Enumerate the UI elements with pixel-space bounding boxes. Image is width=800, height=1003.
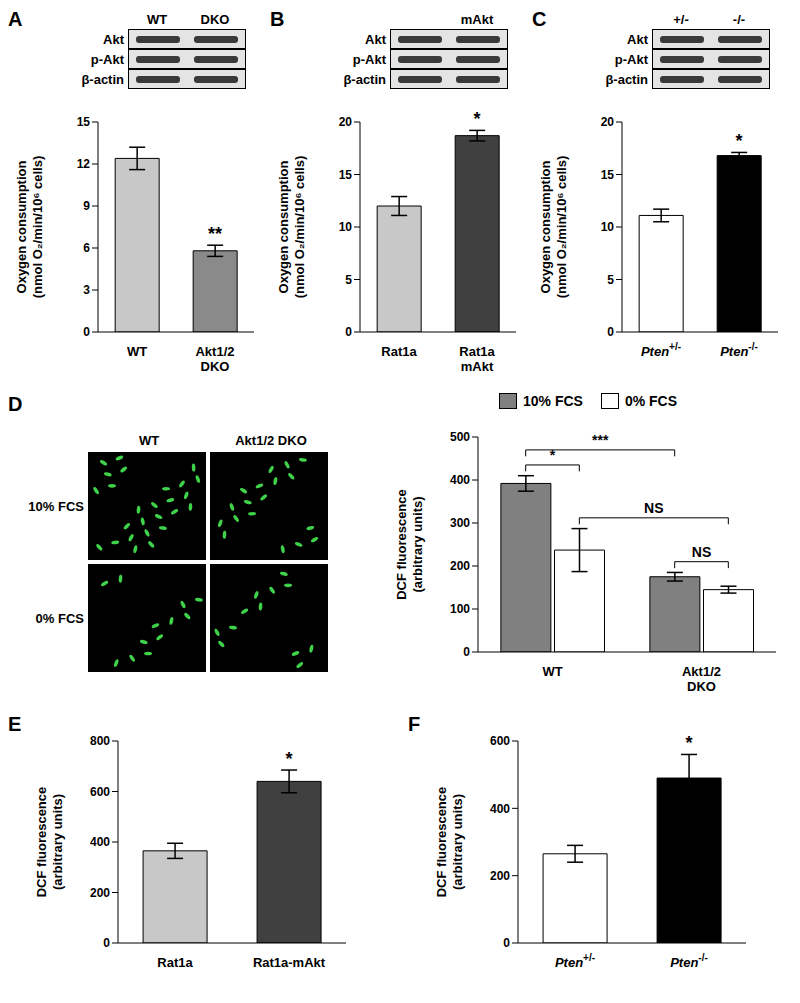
svg-text:DKO: DKO <box>687 679 716 694</box>
svg-text:600: 600 <box>490 734 510 748</box>
html-text:WT: WT <box>138 433 160 448</box>
svg-text:100: 100 <box>450 602 470 616</box>
html-text:DKO: DKO <box>200 12 230 27</box>
svg-text:*: * <box>685 733 692 753</box>
svg-text:12: 12 <box>77 157 91 171</box>
html-text:Akt: Akt <box>103 31 124 47</box>
svg-text:Rat1a: Rat1a <box>381 344 417 359</box>
svg-text:200: 200 <box>450 559 470 573</box>
svg-text:400: 400 <box>490 802 510 816</box>
svg-text:0: 0 <box>103 936 110 950</box>
svg-text:15: 15 <box>601 168 615 182</box>
svg-text:600: 600 <box>90 785 110 799</box>
html-text:β-actin: β-actin <box>343 71 386 87</box>
svg-text:6: 6 <box>83 241 90 255</box>
svg-text:Oxygen consumption: Oxygen consumption <box>276 160 291 293</box>
svg-text:NS: NS <box>644 500 663 516</box>
svg-text:Rat1a: Rat1a <box>157 955 193 970</box>
svg-text:20: 20 <box>601 115 615 129</box>
svg-text:0: 0 <box>503 936 510 950</box>
svg-text:Oxygen consumption: Oxygen consumption <box>14 160 29 293</box>
svg-text:Pten-/-: Pten-/- <box>670 952 708 970</box>
svg-text:WT: WT <box>542 664 562 679</box>
html-text:p-Akt: p-Akt <box>90 51 124 67</box>
svg-text:400: 400 <box>90 835 110 849</box>
svg-text:200: 200 <box>90 886 110 900</box>
svg-text:3: 3 <box>83 283 90 297</box>
svg-text:***: *** <box>592 432 609 448</box>
svg-text:(arbitrary units): (arbitrary units) <box>410 496 425 592</box>
svg-text:9: 9 <box>83 199 90 213</box>
svg-text:0: 0 <box>607 325 614 339</box>
svg-text:20: 20 <box>339 115 353 129</box>
html-text:0% FCS: 0% FCS <box>624 393 677 409</box>
svg-text:15: 15 <box>77 115 91 129</box>
svg-text:Pten+/-: Pten+/- <box>555 952 595 970</box>
svg-text:400: 400 <box>450 473 470 487</box>
html-text:p-Akt: p-Akt <box>352 51 386 67</box>
svg-text:(nmol O₂/min/10⁶ cells): (nmol O₂/min/10⁶ cells) <box>292 156 307 299</box>
svg-text:10: 10 <box>339 220 353 234</box>
svg-text:Rat1a: Rat1a <box>459 344 495 359</box>
html-text:β-actin: β-actin <box>81 71 124 87</box>
svg-text:*: * <box>550 447 556 463</box>
svg-text:DKO: DKO <box>201 359 230 374</box>
html-text:D: D <box>8 393 23 415</box>
svg-text:**: ** <box>208 224 222 244</box>
svg-text:*: * <box>285 749 292 769</box>
html-text:F: F <box>408 713 421 735</box>
html-text:E: E <box>8 713 22 735</box>
svg-text:0: 0 <box>463 645 470 659</box>
svg-text:DCF fluorescence: DCF fluorescence <box>434 787 449 898</box>
svg-text:(nmol O₂/min/10⁶ cells): (nmol O₂/min/10⁶ cells) <box>554 156 569 299</box>
svg-text:0: 0 <box>345 325 352 339</box>
svg-text:NS: NS <box>692 544 711 560</box>
html-text:B: B <box>270 8 285 30</box>
html-text:10% FCS: 10% FCS <box>523 393 583 409</box>
html-text:Akt1/2 DKO: Akt1/2 DKO <box>235 433 307 448</box>
svg-text:10: 10 <box>601 220 615 234</box>
svg-text:Akt1/2: Akt1/2 <box>195 344 234 359</box>
svg-text:500: 500 <box>450 430 470 444</box>
html-text:A: A <box>8 8 23 30</box>
html-text:β-actin: β-actin <box>605 71 648 87</box>
svg-text:Akt1/2: Akt1/2 <box>682 664 721 679</box>
svg-text:(arbitrary units): (arbitrary units) <box>50 794 65 890</box>
html-text:Akt: Akt <box>627 31 648 47</box>
svg-text:0: 0 <box>83 325 90 339</box>
svg-text:200: 200 <box>490 869 510 883</box>
svg-text:(arbitrary units): (arbitrary units) <box>450 794 465 890</box>
svg-text:Rat1a-mAkt: Rat1a-mAkt <box>253 955 326 970</box>
svg-text:DCF fluorescence: DCF fluorescence <box>394 489 409 600</box>
svg-text:15: 15 <box>339 168 353 182</box>
svg-text:Pten-/-: Pten-/- <box>720 341 758 359</box>
svg-text:5: 5 <box>345 273 352 287</box>
html-text:p-Akt: p-Akt <box>614 51 648 67</box>
svg-text:800: 800 <box>90 734 110 748</box>
html-text:0% FCS: 0% FCS <box>35 610 84 626</box>
svg-text:(nmol O₂/min/10⁶ cells): (nmol O₂/min/10⁶ cells) <box>30 156 45 299</box>
html-text:mAkt: mAkt <box>460 12 494 27</box>
svg-text:Oxygen consumption: Oxygen consumption <box>538 160 553 293</box>
html-text:10% FCS: 10% FCS <box>28 498 84 514</box>
html-text:C: C <box>532 8 547 30</box>
svg-text:mAkt: mAkt <box>461 359 494 374</box>
svg-text:*: * <box>473 109 480 129</box>
svg-text:Pten+/-: Pten+/- <box>641 341 681 359</box>
svg-text:WT: WT <box>127 344 147 359</box>
html-text:WT: WT <box>146 12 168 27</box>
html-text:Akt: Akt <box>365 31 386 47</box>
svg-text:300: 300 <box>450 516 470 530</box>
svg-text:5: 5 <box>607 273 614 287</box>
svg-text:*: * <box>735 131 742 151</box>
svg-text:DCF fluorescence: DCF fluorescence <box>34 787 49 898</box>
